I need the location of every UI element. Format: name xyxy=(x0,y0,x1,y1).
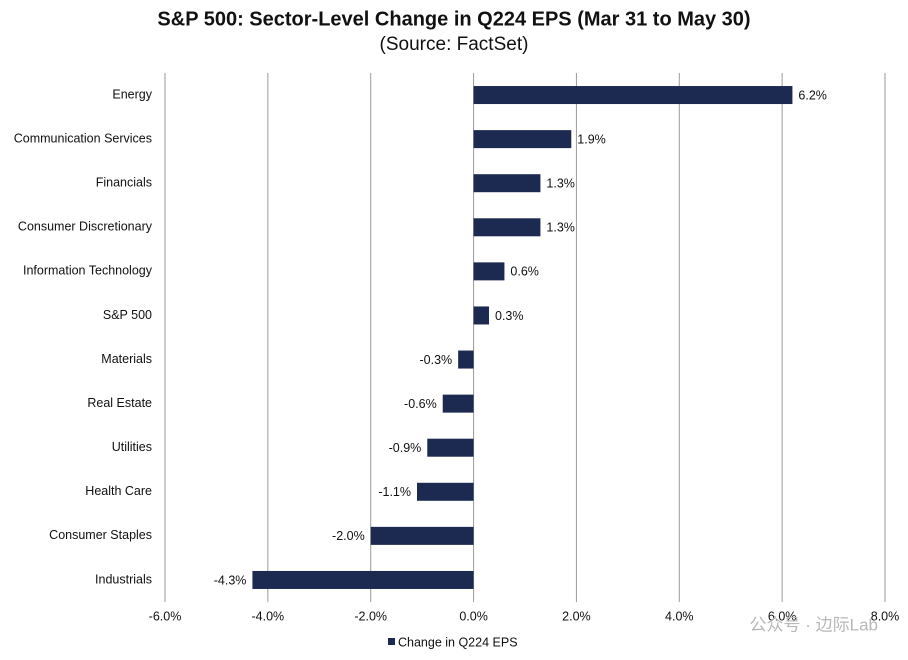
x-tick-label: -6.0% xyxy=(149,609,182,623)
y-tick-label: Consumer Staples xyxy=(49,528,152,542)
data-label: 1.3% xyxy=(546,221,575,235)
legend-label: Change in Q224 EPS xyxy=(398,635,518,649)
bar xyxy=(458,350,474,369)
y-tick-label: Information Technology xyxy=(23,264,153,278)
y-tick-label: Communication Services xyxy=(14,131,152,145)
data-label: -0.9% xyxy=(389,441,422,455)
x-tick-label: 6.0% xyxy=(768,609,797,623)
x-tick-label: 0.0% xyxy=(459,609,488,623)
y-tick-label: Materials xyxy=(101,352,152,366)
data-label: -0.6% xyxy=(404,397,437,411)
legend-swatch xyxy=(388,638,395,645)
bar xyxy=(427,438,474,457)
x-tick-label: 8.0% xyxy=(871,609,900,623)
y-tick-label: Financials xyxy=(96,176,152,190)
bar xyxy=(370,526,474,545)
data-label: -2.0% xyxy=(332,529,365,543)
bar xyxy=(252,570,474,589)
bar xyxy=(473,262,505,281)
data-label: 1.3% xyxy=(546,177,575,191)
data-label: 1.9% xyxy=(577,132,606,146)
bar xyxy=(442,394,474,413)
bar xyxy=(473,130,572,149)
bar xyxy=(473,174,541,193)
x-tick-label: -4.0% xyxy=(252,609,285,623)
y-tick-label: Real Estate xyxy=(87,396,152,410)
data-label: 6.2% xyxy=(798,88,827,102)
y-tick-label: Utilities xyxy=(112,440,152,454)
y-tick-label: Health Care xyxy=(85,484,152,498)
x-tick-label: 4.0% xyxy=(665,609,694,623)
x-tick-label: -2.0% xyxy=(354,609,387,623)
bar xyxy=(473,218,541,237)
y-tick-label: Consumer Discretionary xyxy=(18,220,153,234)
data-label: -1.1% xyxy=(378,485,411,499)
y-tick-label: S&P 500 xyxy=(103,308,152,322)
bar xyxy=(473,306,489,325)
data-label: -0.3% xyxy=(419,353,452,367)
data-label: 0.6% xyxy=(510,265,539,279)
bar xyxy=(417,482,474,501)
chart-title: S&P 500: Sector-Level Change in Q224 EPS… xyxy=(157,8,750,30)
data-label: -4.3% xyxy=(214,573,247,587)
y-tick-label: Industrials xyxy=(95,572,152,586)
chart-subtitle: (Source: FactSet) xyxy=(380,34,529,55)
watermark: 公众号 · 边际Lab xyxy=(750,615,878,634)
bar xyxy=(473,86,793,105)
y-tick-label: Energy xyxy=(112,87,152,101)
data-label: 0.3% xyxy=(495,309,524,323)
x-tick-label: 2.0% xyxy=(562,609,591,623)
